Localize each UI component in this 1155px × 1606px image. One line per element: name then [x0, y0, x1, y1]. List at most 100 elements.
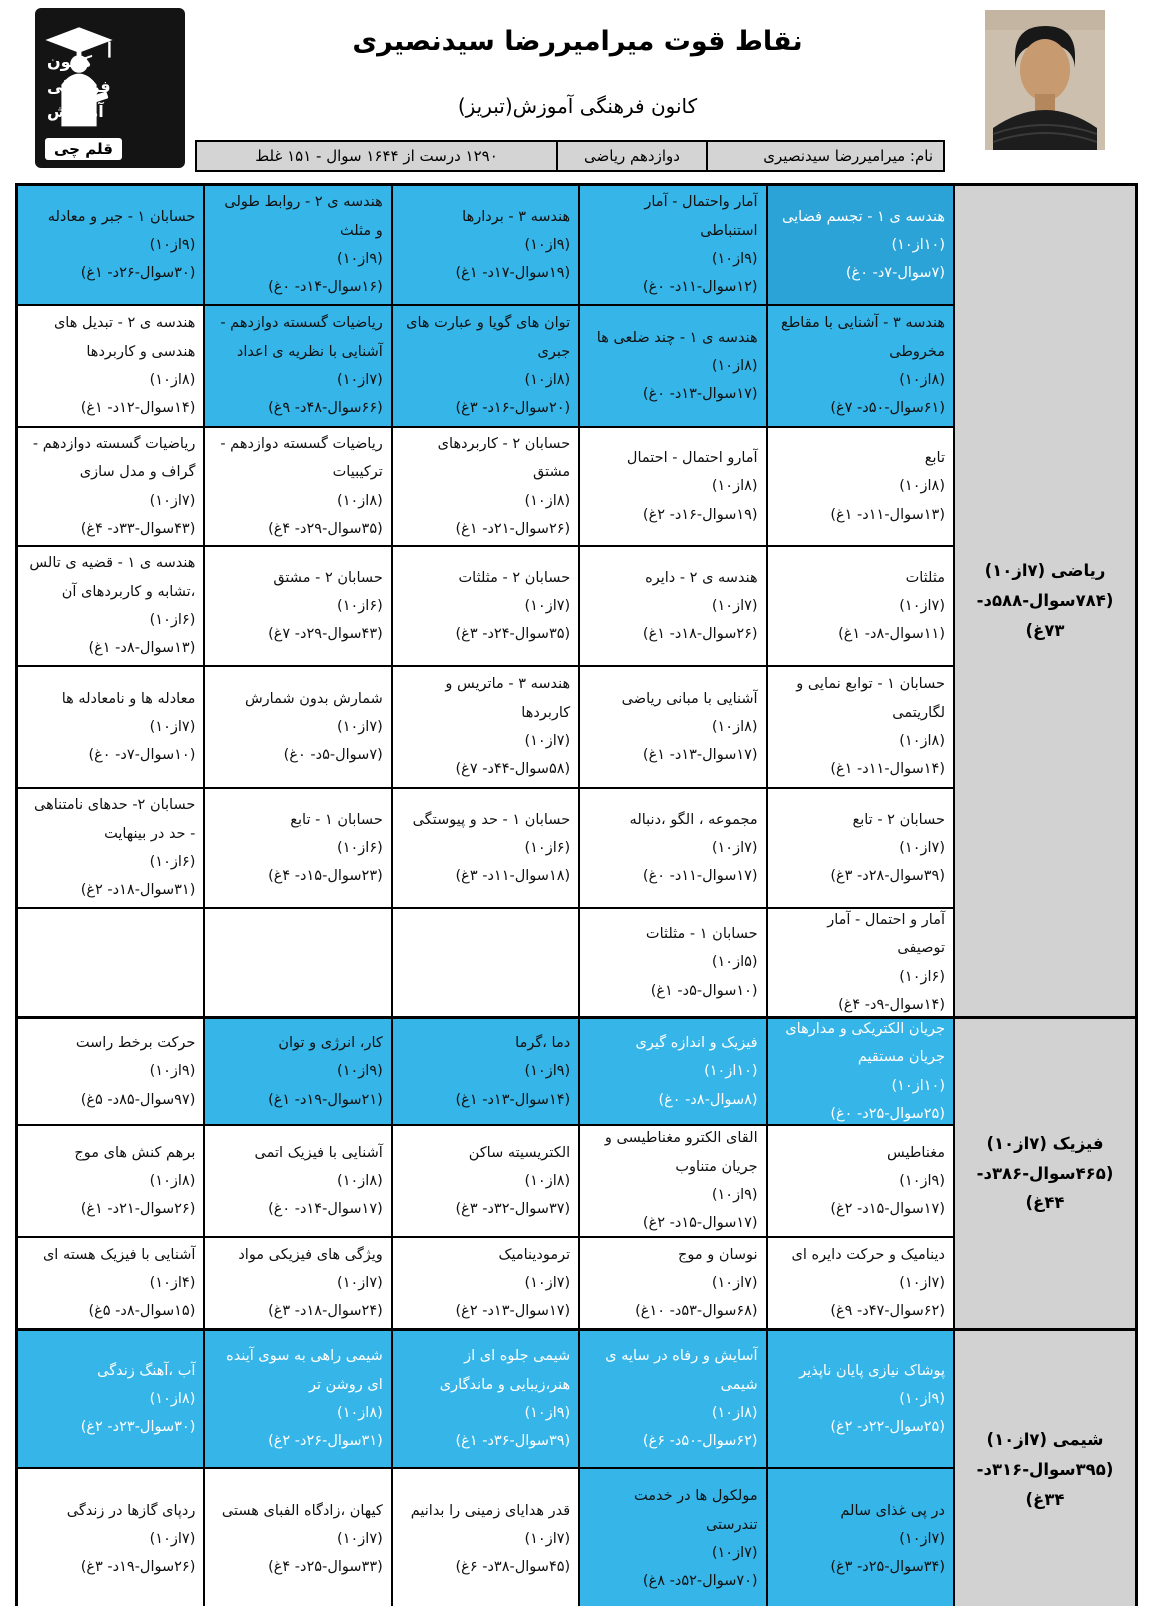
topic-title: شیمی جلوه ای از هنر،زیبایی و ماندگاری [439, 1348, 571, 1393]
topic-cell: هندسه ی ۲ - تبدیل های هندسی و کاربردها (۸… [18, 306, 203, 426]
topic-cell: کار، انرژی و توان (۹از۱۰) (۲۱سوال-۱۹د- ۱غ) [203, 1019, 391, 1124]
topic-title: حسابان ۱ - حد و پیوستگی [412, 811, 571, 828]
topic-score: (۸از۱۰) [524, 492, 571, 509]
topic-stats: (۳۹سوال-۲۸د- ۳غ) [830, 868, 945, 885]
topic-cell: آمار واحتمال - آمار استنباطی (۹از۱۰) (۱۲سو… [578, 186, 766, 304]
topic-stats: (۳۱سوال-۲۶د- ۲غ) [268, 1433, 383, 1450]
section-label-stats: (۴۶۵سوال-۳۸۶د- ۴۴غ) [976, 1163, 1114, 1213]
topic-score: (۸از۱۰) [899, 733, 945, 749]
topic-title: آشنایی با مبانی ریاضی [621, 690, 758, 707]
topic-title: قدر هدایای زمینی را بدانیم [410, 1502, 571, 1519]
topic-score: (۱۰از۱۰) [704, 1063, 758, 1080]
topics-table: ریاضی (۷از۱۰) (۷۸۴سوال-۵۸۸د- ۷۳غ) هندسه ی … [15, 183, 1138, 1606]
topic-title: دینامیک و حرکت دایره ای [791, 1246, 945, 1263]
topic-score: (۷از۱۰) [337, 718, 383, 735]
topic-cell: هندسه ی ۲ - روابط طولی و مثلث (۹از۱۰) (۱۶س… [203, 186, 391, 304]
topic-cell: الکتریسیته ساکن (۸از۱۰) (۳۷سوال-۳۲د- ۳غ) [390, 1126, 578, 1236]
topic-cell: فیزیک و اندازه گیری (۱۰از۱۰) (۸سوال-۸د- ۰غ… [578, 1019, 766, 1124]
topic-score: (۸از۱۰) [337, 1172, 383, 1189]
topic-title: کیهان ،زادگاه الفبای هستی [221, 1502, 383, 1519]
topic-stats: (۱۳سوال-۸د- ۱غ) [88, 640, 196, 657]
topic-row: حسابان ۲ - تابع (۷از۱۰) (۳۹سوال-۲۸د- ۳غ) مج… [18, 789, 953, 909]
section-label-title: فیزیک (۷از۱۰) [986, 1133, 1104, 1153]
topic-score: (۷از۱۰) [337, 1530, 383, 1547]
topic-cell: حسابان ۱ - حد و پیوستگی (۶از۱۰) (۱۸سوال-۱۱… [390, 789, 578, 907]
topic-stats: (۳۳سوال-۲۵د- ۴غ) [268, 1559, 383, 1576]
empty-cell [203, 909, 390, 1016]
topic-cell: حسابان ۱ - جبر و معادله (۹از۱۰) (۳۰سوال-۲۶… [17, 186, 204, 304]
topic-score: (۷از۱۰) [337, 372, 383, 388]
section-rows: پوشاک نیازی پایان ناپذیر (۹از۱۰) (۲۵سوال-۲… [17, 1331, 953, 1606]
topic-stats: (۱۷سوال-۱۱د- ۰غ) [642, 868, 758, 885]
topic-score: (۴از۱۰) [149, 1274, 196, 1291]
topic-cell: نوسان و موج (۷از۱۰) (۶۸سوال-۵۳د- ۱۰غ) [578, 1238, 765, 1328]
topic-score: (۹از۱۰) [149, 236, 196, 253]
topic-title: هندسه ی ۲ - روابط طولی و مثلث [224, 194, 383, 239]
topic-score: (۹از۱۰) [711, 251, 758, 267]
topic-title: برهم کنش های موج [74, 1144, 196, 1161]
section-label-stats: (۷۸۴سوال-۵۸۸د- ۷۳غ) [976, 591, 1114, 640]
topic-title: فیزیک و اندازه گیری [635, 1035, 758, 1052]
topic-stats: (۱۵سوال-۸د- ۵غ) [88, 1303, 196, 1320]
page-subtitle: کانون فرهنگی آموزش(تبریز) [457, 94, 698, 118]
topic-score: (۶از۱۰) [337, 597, 383, 614]
topic-title: آشنایی با فیزیک اتمی [254, 1144, 383, 1161]
topic-score: (۷از۱۰) [524, 1530, 571, 1547]
topic-title: هندسه ی ۱ - تجسم فضایی [781, 208, 945, 225]
topic-title: ویژگی های فیزیکی مواد [238, 1246, 383, 1263]
topic-score: (۸از۱۰) [337, 1405, 383, 1421]
topic-stats: (۱۰سوال-۵د- ۱غ) [650, 982, 758, 999]
topic-stats: (۱۸سوال-۱۱د- ۳غ) [455, 868, 571, 885]
topic-title: مجموعه ، الگو ،دنباله [629, 811, 758, 828]
topic-stats: (۲۴سوال-۱۸د- ۳غ) [268, 1303, 383, 1320]
topic-stats: (۱۳سوال-۱۱د- ۱غ) [830, 506, 945, 523]
topic-score: (۹از۱۰) [524, 1405, 571, 1421]
topic-score: (۹از۱۰) [337, 1063, 383, 1080]
topic-title: الکتریسیته ساکن [468, 1144, 571, 1161]
topic-stats: (۲۶سوال-۱۸د- ۱غ) [642, 626, 758, 643]
student-photo [985, 10, 1105, 150]
topic-title: تابع [924, 450, 945, 467]
topic-title: هندسه ۳ - ماتریس و کاربردها [445, 676, 571, 721]
topic-title: حسابان ۲- حدهای نامتناهی - حد در بینهایت [33, 797, 196, 842]
topic-score: (۹از۱۰) [899, 1390, 945, 1407]
topic-score: (۶از۱۰) [524, 839, 571, 856]
topic-cell: برهم کنش های موج (۸از۱۰) (۲۶سوال-۲۱د- ۱غ) [18, 1126, 203, 1236]
topic-stats: (۳۰سوال-۲۳د- ۲غ) [80, 1419, 196, 1436]
topic-score: (۸از۱۰) [524, 1172, 571, 1189]
topic-cell: هندسه ۳ - بردارها (۹از۱۰) (۱۹سوال-۱۷د- ۱غ) [390, 186, 579, 304]
topic-stats: (۲۰سوال-۱۶د- ۳غ) [455, 400, 571, 417]
topic-title: هندسه ی ۱ - قضیه ی تالس ،تشابه و کاربرده… [29, 555, 196, 600]
topic-cell: مجموعه ، الگو ،دنباله (۷از۱۰) (۱۷سوال-۱۱د-… [578, 789, 765, 907]
topic-score: (۸از۱۰) [899, 372, 945, 388]
topic-cell: هندسه ۳ - ماتریس و کاربردها (۷از۱۰) (۵۸سوا… [390, 667, 578, 787]
topic-score: (۷از۱۰) [711, 1274, 758, 1291]
topic-score: (۷از۱۰) [711, 1545, 758, 1561]
topic-score: (۷از۱۰) [899, 1274, 945, 1291]
topic-stats: (۲۵سوال-۲۲د- ۲غ) [830, 1419, 945, 1436]
topic-title: مغناطیس [887, 1144, 945, 1161]
topic-cell: پوشاک نیازی پایان ناپذیر (۹از۱۰) (۲۵سوال-۲… [765, 1331, 953, 1467]
topic-score: (۱۰از۱۰) [891, 1077, 945, 1094]
topic-title: پوشاک نیازی پایان ناپذیر [799, 1362, 945, 1379]
topic-title: حسابان ۲ - کاربردهای مشتق [437, 435, 571, 481]
topic-title: آب ،آهنگ زندگی [97, 1362, 196, 1379]
topic-title: ریاضیات گسسته دوازدهم - ترکیبیات [220, 435, 383, 481]
topic-stats: (۱۴سوال-۱۱د- ۱غ) [830, 761, 945, 778]
topic-cell: شیمی جلوه ای از هنر،زیبایی و ماندگاری (۹ا… [390, 1331, 579, 1467]
section-label-title: شیمی (۷از۱۰) [986, 1430, 1104, 1450]
topic-stats: (۱۶سوال-۱۴د- ۰غ) [268, 279, 383, 296]
topic-stats: (۶۲سوال-۵۰د- ۶غ) [642, 1433, 758, 1450]
section-label-math: ریاضی (۷از۱۰) (۷۸۴سوال-۵۸۸د- ۷۳غ) [953, 186, 1135, 1016]
topic-score: (۷از۱۰) [149, 718, 196, 735]
student-portrait-icon [985, 10, 1105, 150]
topic-score: (۶از۱۰) [149, 854, 196, 870]
topic-row: هندسه ۳ - آشنایی با مقاطع مخروطی (۸از۱۰) (… [18, 306, 953, 428]
topic-score: (۷از۱۰) [149, 492, 196, 509]
topic-cell: آمار و احتمال - آمار توصیفی (۶از۱۰) (۱۴سوا… [765, 909, 953, 1016]
topic-score: (۱۰از۱۰) [891, 236, 945, 253]
topic-title: شیمی راهی به سوی آینده ای روشن تر [226, 1348, 383, 1393]
topic-title: آسایش و رفاه در سایه ی شیمی [605, 1348, 758, 1393]
topic-stats: (۳۵سوال-۲۴د- ۳غ) [455, 626, 571, 643]
topic-title: القای الکترو مغناطیسی و جریان متناوب [604, 1130, 758, 1175]
